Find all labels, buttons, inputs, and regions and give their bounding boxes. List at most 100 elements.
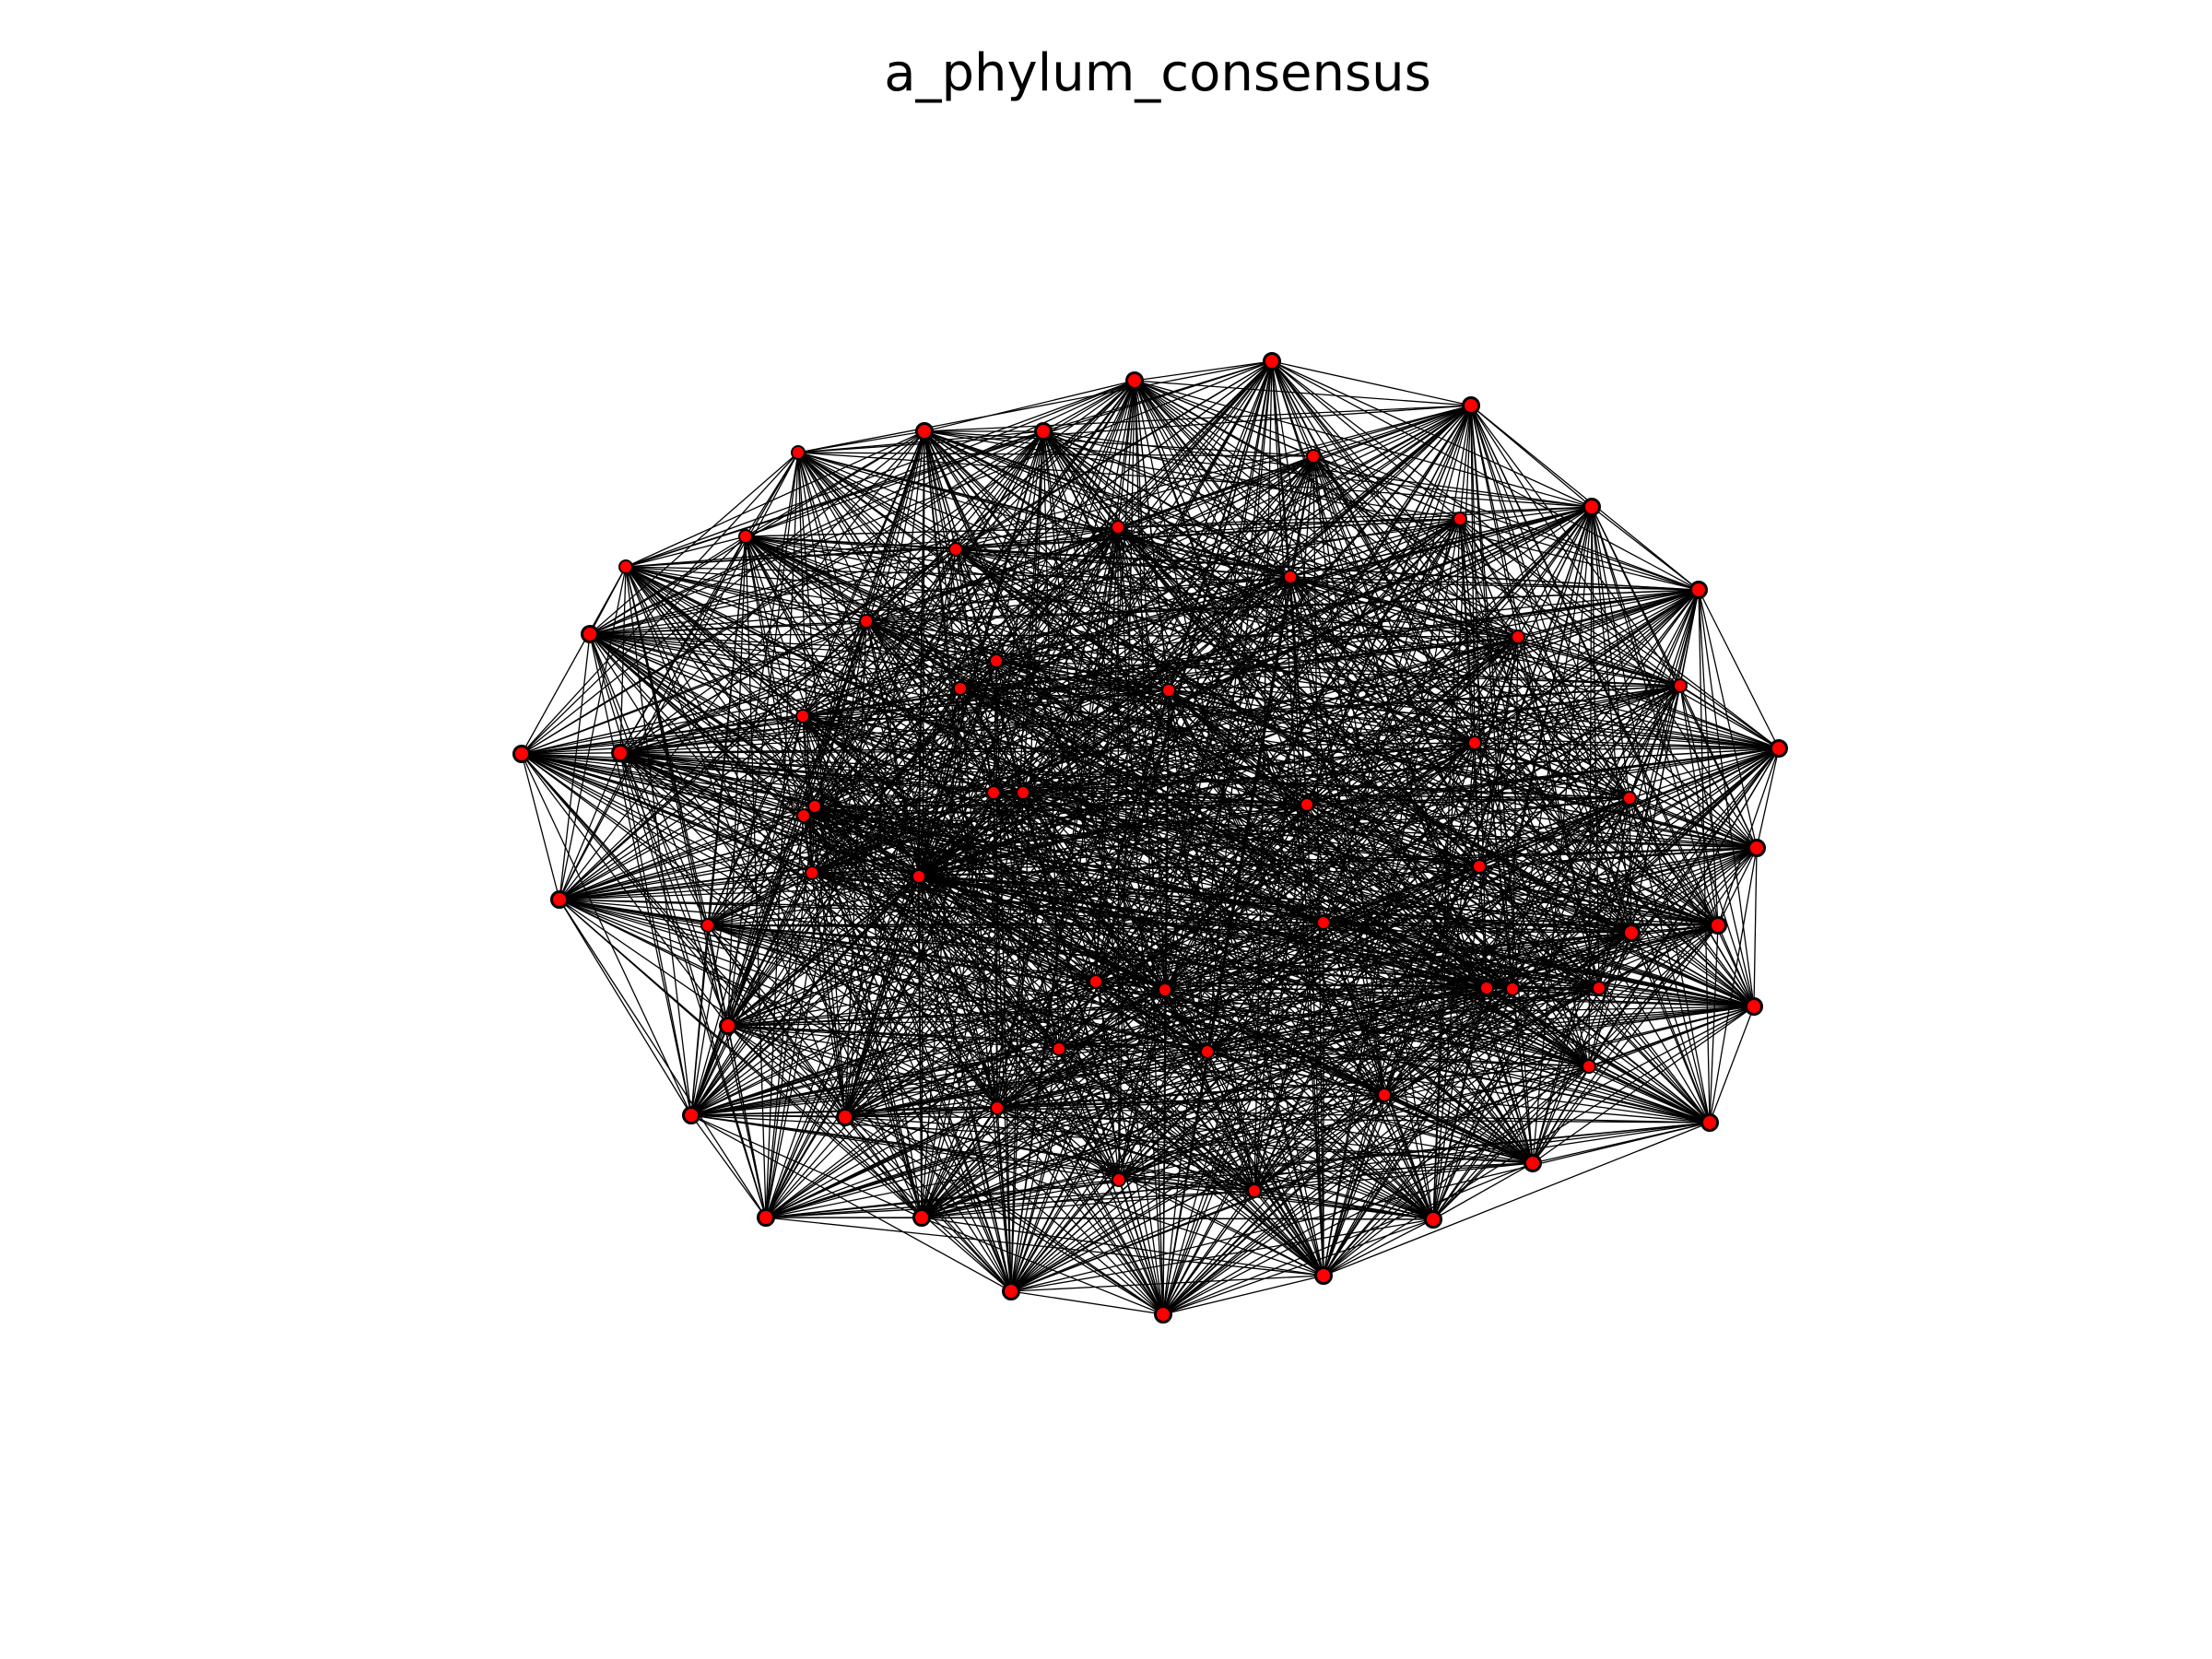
graph-edge: [619, 752, 1434, 1220]
graph-edge: [921, 1179, 1120, 1218]
graph-edge: [559, 899, 1719, 926]
graph-edge: [811, 872, 1711, 1124]
graph-node: [1306, 449, 1321, 464]
graph-edge: [955, 405, 1472, 550]
graph-edge: [803, 506, 1593, 817]
graph-edge: [1383, 1094, 1434, 1220]
graph-edge: [1206, 1006, 1755, 1053]
graph-edge: [921, 1006, 1755, 1218]
graph-edge: [559, 899, 767, 1218]
graph-edge: [1010, 989, 1166, 1292]
graph-edge: [559, 815, 805, 900]
graph-edge: [921, 1217, 1164, 1315]
graph-edge: [1010, 1006, 1755, 1292]
graph-edge: [1709, 1006, 1755, 1124]
graph-node: [719, 1017, 737, 1035]
graph-edge: [619, 752, 692, 1116]
graph-edge: [1271, 360, 1593, 508]
graph-edge: [589, 405, 1472, 635]
graph-edge: [844, 1116, 1534, 1164]
graph-edge: [921, 1051, 1208, 1218]
graph-edge: [1323, 932, 1632, 1277]
graph-edge: [955, 548, 1630, 799]
graph-edge: [802, 715, 920, 877]
graph-node: [1745, 997, 1763, 1016]
graph-edge: [589, 633, 692, 1116]
graph-edge: [521, 715, 804, 755]
graph-edge: [1118, 1065, 1590, 1181]
graph-edge: [625, 430, 925, 568]
graph-edge: [1383, 865, 1480, 1096]
graph-edge: [765, 792, 1024, 1218]
graph-edge: [559, 899, 1255, 1192]
graph-edge: [1162, 1051, 1208, 1315]
graph-node: [1052, 1041, 1066, 1056]
graph-node: [1747, 839, 1766, 857]
graph-edge: [1517, 636, 1758, 849]
graph-edge: [803, 815, 813, 874]
graph-edge: [1629, 797, 1719, 926]
graph-edge: [1717, 847, 1758, 926]
graph-edge: [1432, 1162, 1534, 1220]
graph-edge: [814, 806, 1590, 1067]
graph-edge: [1095, 922, 1324, 982]
graph-edge: [1478, 589, 1700, 867]
graph-edge: [1010, 1048, 1060, 1292]
graph-edge: [765, 981, 1097, 1218]
graph-edge: [589, 633, 1308, 806]
graph-node: [1034, 422, 1053, 441]
graph-edge: [811, 688, 961, 874]
figure-title: a_phylum_consensus: [884, 43, 1431, 103]
graph-edge: [1134, 380, 1472, 406]
graph-edge: [521, 636, 1519, 755]
graph-edge: [690, 452, 799, 1116]
graph-edge: [924, 380, 1135, 432]
graph-edge: [727, 1025, 767, 1218]
graph-edge: [619, 752, 1097, 982]
graph-edge: [995, 660, 1534, 1164]
graph-edge: [1042, 380, 1135, 432]
graph-edge: [1709, 924, 1719, 1124]
graph-edge: [727, 1025, 1208, 1053]
graph-edge: [559, 872, 813, 900]
graph-edge: [589, 576, 1291, 635]
graph-edge: [745, 380, 1135, 537]
graph-edge: [1010, 1275, 1324, 1292]
graph-edge: [521, 753, 846, 1118]
graph-edge: [918, 876, 1488, 989]
graph-node: [618, 559, 633, 574]
graph-edge: [1095, 981, 1534, 1164]
graph-node: [1689, 581, 1708, 599]
graph-edge: [690, 989, 1166, 1116]
graph-edge: [690, 1114, 846, 1118]
graph-edge: [1022, 747, 1780, 794]
graph-edge: [1289, 576, 1700, 591]
graph-edge: [690, 1051, 1208, 1116]
graph-edge: [1474, 742, 1780, 749]
graph-node: [915, 422, 934, 441]
graph-edge: [959, 688, 1632, 934]
graph-edge: [1164, 989, 1324, 1277]
graph-edge: [844, 1107, 998, 1118]
graph-node: [700, 918, 715, 933]
graph-edge: [1306, 804, 1758, 849]
graph-edge: [745, 535, 1291, 578]
graph-edge: [1164, 987, 1600, 991]
graph-edge: [619, 688, 961, 754]
graph-edge: [521, 589, 1700, 755]
graph-node: [1316, 915, 1331, 930]
graph-edge: [521, 753, 729, 1027]
graph-edge: [918, 688, 961, 877]
graph-edge: [797, 452, 1593, 508]
graph-edge: [1164, 989, 1534, 1164]
graph-edge: [803, 688, 961, 817]
graph-edge: [797, 452, 1681, 687]
graph-edge: [690, 847, 1758, 1116]
graph-edge: [1271, 360, 1472, 406]
graph-edge: [955, 380, 1135, 550]
graph-edge: [521, 753, 1632, 934]
graph-edge: [619, 752, 1480, 867]
graph-edge: [1312, 455, 1534, 1164]
graph-edge: [1022, 792, 1166, 991]
